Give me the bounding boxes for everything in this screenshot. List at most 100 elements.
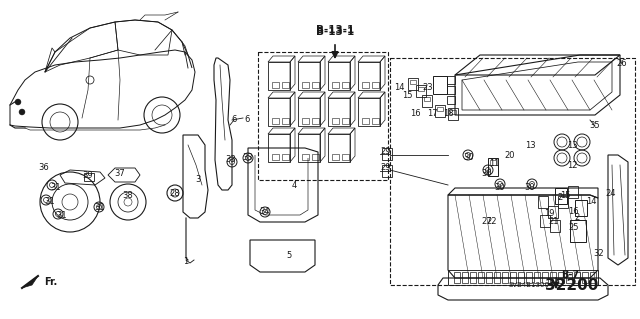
Bar (490, 160, 496, 165)
Text: 27: 27 (482, 218, 492, 226)
Circle shape (15, 99, 21, 105)
Bar (382, 148, 392, 160)
Bar (447, 86, 455, 94)
Text: 37: 37 (115, 169, 125, 179)
Text: 31: 31 (95, 203, 106, 211)
Bar (342, 118, 349, 124)
Bar (422, 95, 432, 107)
Text: 4: 4 (291, 181, 296, 189)
Text: 15: 15 (560, 191, 570, 201)
Bar (312, 82, 319, 88)
Polygon shape (22, 276, 38, 288)
Bar (342, 154, 349, 160)
Bar (282, 154, 289, 160)
Text: 34: 34 (260, 206, 270, 216)
Text: 30: 30 (482, 169, 492, 179)
Bar (268, 62, 290, 90)
Text: 11: 11 (489, 160, 499, 168)
Bar (542, 272, 548, 283)
Bar (568, 186, 578, 198)
Bar (540, 215, 550, 227)
Bar (448, 108, 458, 120)
Text: 38: 38 (123, 191, 133, 201)
Bar (454, 272, 460, 283)
Bar (582, 272, 588, 283)
Bar (358, 62, 380, 90)
Text: 22: 22 (487, 217, 497, 226)
Bar (332, 154, 339, 160)
Bar (548, 206, 558, 218)
Text: 29: 29 (381, 164, 391, 173)
Bar (302, 82, 309, 88)
Bar (312, 154, 319, 160)
Text: 31: 31 (57, 211, 67, 219)
Bar (478, 272, 484, 283)
Bar (550, 272, 556, 283)
Text: 5: 5 (286, 251, 292, 261)
Bar (298, 62, 320, 90)
Bar (302, 118, 309, 124)
Bar (447, 76, 455, 84)
Text: 26: 26 (617, 60, 627, 69)
Text: 14: 14 (394, 84, 404, 93)
Bar (502, 272, 508, 283)
Bar (382, 165, 392, 177)
Bar (574, 272, 580, 283)
Bar (312, 118, 319, 124)
Text: 13: 13 (566, 140, 577, 150)
Bar (534, 272, 540, 283)
Bar (408, 78, 418, 90)
Text: 33: 33 (243, 152, 253, 161)
Bar (570, 220, 586, 242)
Text: 19: 19 (544, 209, 554, 218)
Text: 2: 2 (574, 213, 580, 222)
Text: 2: 2 (557, 194, 563, 203)
Bar (84, 173, 94, 181)
Text: 24: 24 (605, 189, 616, 197)
Bar (450, 110, 456, 114)
Bar (328, 98, 350, 126)
Bar (470, 272, 476, 283)
Bar (298, 98, 320, 126)
Bar (494, 272, 500, 283)
Bar (510, 272, 516, 283)
Bar (332, 118, 339, 124)
Bar (272, 118, 279, 124)
Text: 3: 3 (195, 175, 201, 184)
Text: B-7: B-7 (561, 270, 579, 280)
Bar (555, 188, 567, 204)
Text: 35: 35 (589, 122, 600, 130)
Text: 15: 15 (402, 92, 412, 100)
Text: 23: 23 (422, 84, 433, 93)
Text: Fr.: Fr. (44, 277, 57, 287)
Bar (418, 87, 424, 91)
Text: 16: 16 (568, 206, 579, 216)
Bar (272, 154, 279, 160)
Bar (488, 158, 498, 176)
Bar (358, 98, 380, 126)
Bar (282, 82, 289, 88)
Text: 20: 20 (505, 151, 515, 160)
Text: 30: 30 (464, 153, 474, 162)
Text: 12: 12 (567, 160, 577, 169)
Bar (282, 118, 289, 124)
Bar (433, 76, 447, 94)
Text: 36: 36 (38, 162, 49, 172)
Bar (558, 272, 564, 283)
Bar (328, 62, 350, 90)
Bar (302, 154, 309, 160)
Bar (437, 107, 443, 111)
Text: 16: 16 (410, 108, 420, 117)
Bar (566, 272, 572, 283)
Text: 1: 1 (184, 257, 189, 266)
Bar (332, 82, 339, 88)
Text: 6: 6 (231, 115, 237, 124)
Text: 32: 32 (594, 249, 604, 257)
Text: 30: 30 (495, 182, 506, 191)
Bar (268, 134, 290, 162)
Bar (526, 272, 532, 283)
Bar (342, 82, 349, 88)
Bar (575, 200, 587, 216)
Text: B-13-1: B-13-1 (316, 27, 354, 37)
Bar (558, 196, 568, 208)
